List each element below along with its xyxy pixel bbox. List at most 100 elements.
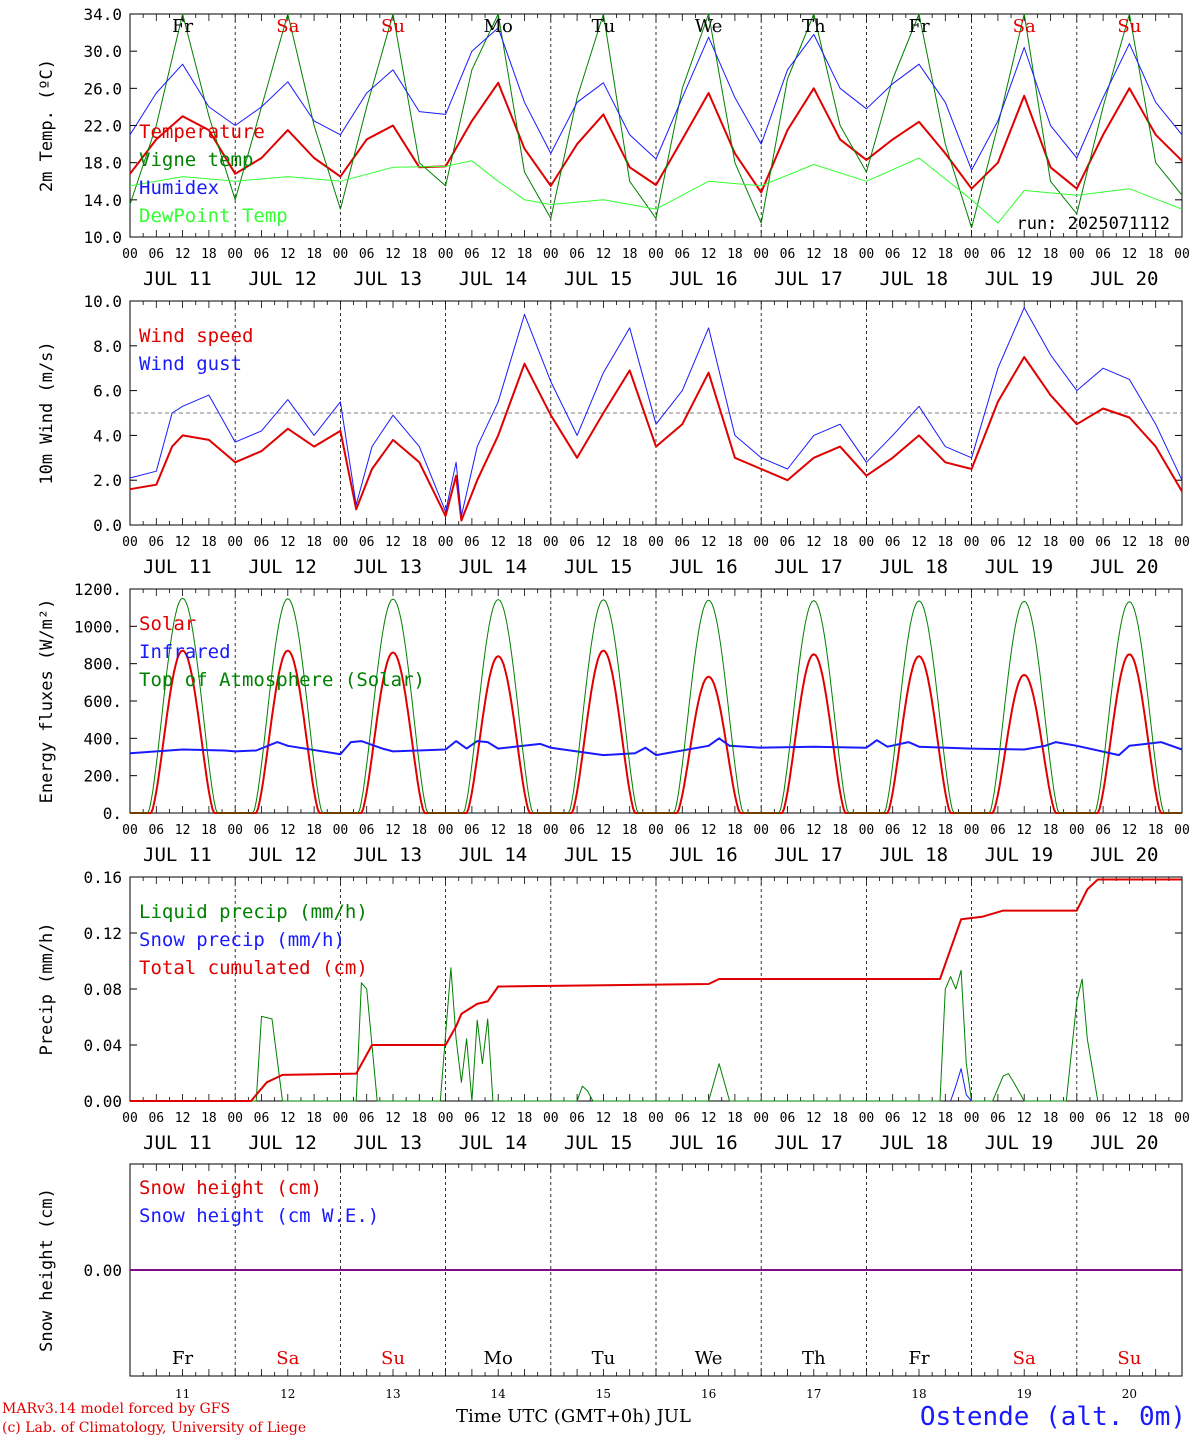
hour-tick-label: 06	[1095, 1111, 1111, 1126]
hour-tick-label: 00	[333, 247, 349, 262]
weekday-label: Su	[381, 1348, 405, 1369]
weekday-label: Sa	[276, 1348, 299, 1369]
day-number-label: 17	[806, 1387, 821, 1401]
hour-tick-label: 18	[727, 247, 743, 262]
hour-tick-label: 06	[990, 247, 1006, 262]
y-axis-label: Precip (mm/h)	[37, 922, 57, 1055]
hour-tick-label: 12	[806, 535, 822, 550]
hour-tick-label: 18	[201, 823, 217, 838]
hour-tick-label: 12	[385, 1111, 401, 1126]
y-tick-label: 2.0	[93, 471, 122, 490]
hour-tick-label: 06	[990, 1111, 1006, 1126]
hour-tick-label: 18	[937, 535, 953, 550]
series-line	[129, 307, 1183, 517]
hour-tick-label: 06	[359, 247, 375, 262]
y-tick-label: 18.0	[83, 154, 122, 173]
hour-tick-label: 06	[780, 535, 796, 550]
hour-tick-label: 00	[543, 823, 559, 838]
hour-tick-label: 12	[701, 247, 717, 262]
hour-tick-label: 06	[464, 535, 480, 550]
hour-tick-label: 18	[937, 823, 953, 838]
hour-tick-label: 00	[227, 535, 243, 550]
hour-tick-label: 18	[622, 535, 638, 550]
y-tick-label: 0.	[103, 804, 122, 823]
hour-tick-label: 06	[569, 535, 585, 550]
y-tick-label: 0.12	[83, 924, 122, 943]
weekday-label: Sa	[1013, 1348, 1036, 1369]
series-line	[129, 13, 1183, 229]
hour-tick-label: 06	[569, 247, 585, 262]
y-tick-label: 0.00	[83, 1261, 122, 1280]
hour-tick-label: 06	[1095, 247, 1111, 262]
series-line	[129, 157, 1183, 224]
hour-tick-label: 00	[859, 535, 875, 550]
date-label: JUL 17	[774, 844, 843, 866]
hour-tick-label: 18	[517, 247, 533, 262]
hour-tick-label: 06	[674, 247, 690, 262]
station-name: Ostende (alt. 0m)	[919, 1402, 1186, 1432]
hour-tick-label: 00	[964, 247, 980, 262]
hour-tick-label: 12	[385, 247, 401, 262]
series-line	[129, 356, 1183, 522]
hour-tick-label: 18	[727, 823, 743, 838]
hour-tick-label: 18	[411, 1111, 427, 1126]
weekday-label: Su	[381, 16, 405, 37]
hour-tick-label: 12	[911, 247, 927, 262]
hour-tick-label: 00	[859, 247, 875, 262]
hour-tick-label: 12	[385, 823, 401, 838]
hour-tick-label: 12	[1122, 823, 1138, 838]
hour-tick-label: 12	[1016, 535, 1032, 550]
hour-tick-label: 18	[1148, 1111, 1164, 1126]
hour-tick-label: 12	[1016, 823, 1032, 838]
weekday-label: We	[695, 1348, 723, 1369]
date-label: JUL 14	[459, 268, 528, 290]
weekday-label: Mo	[484, 1348, 513, 1369]
hour-tick-label: 00	[1069, 247, 1085, 262]
hour-tick-label: 00	[438, 535, 454, 550]
hour-tick-label: 06	[254, 823, 270, 838]
hour-tick-label: 18	[1148, 535, 1164, 550]
date-label: JUL 12	[248, 1132, 317, 1154]
hour-tick-label: 18	[306, 823, 322, 838]
hour-tick-label: 18	[1043, 823, 1059, 838]
series-line	[129, 81, 1183, 194]
y-tick-label: 0.16	[83, 868, 122, 887]
weekday-label: Mo	[484, 16, 513, 37]
legend-entry: Solar	[139, 613, 196, 635]
hour-tick-label: 12	[1122, 247, 1138, 262]
hour-tick-label: 12	[490, 1111, 506, 1126]
y-tick-label: 200.	[83, 767, 122, 786]
series-line	[950, 1068, 972, 1102]
hour-tick-label: 12	[806, 823, 822, 838]
y-tick-label: 34.0	[83, 5, 122, 24]
hour-tick-label: 06	[1095, 823, 1111, 838]
hour-tick-label: 06	[990, 535, 1006, 550]
y-tick-label: 1200.	[74, 580, 122, 599]
legend-entry: Snow height (cm)	[139, 1177, 322, 1199]
y-tick-label: 26.0	[83, 79, 122, 98]
y-tick-label: 22.0	[83, 117, 122, 136]
hour-tick-label: 06	[885, 247, 901, 262]
date-label: JUL 15	[564, 268, 633, 290]
hour-tick-label: 12	[1122, 535, 1138, 550]
hour-tick-label: 18	[201, 247, 217, 262]
hour-tick-label: 00	[964, 1111, 980, 1126]
model-note: MARv3.14 model forced by GFS	[2, 1401, 231, 1417]
hour-tick-label: 12	[280, 535, 296, 550]
date-label: JUL 19	[985, 1132, 1054, 1154]
hour-tick-label: 00	[1174, 535, 1190, 550]
day-number-label: 18	[911, 1387, 926, 1401]
hour-tick-label: 18	[517, 535, 533, 550]
panel-3: 0. 200. 400. 600. 800. 1000. 1200. Energy fluxe…	[37, 580, 1190, 866]
series-line	[129, 27, 1183, 171]
hour-tick-label: 00	[333, 1111, 349, 1126]
hour-tick-label: 12	[280, 823, 296, 838]
date-label: JUL 17	[774, 268, 843, 290]
hour-tick-label: 18	[411, 823, 427, 838]
y-axis-label: Energy fluxes (W/m²)	[37, 599, 57, 804]
day-number-label: 12	[280, 1387, 295, 1401]
day-number-label: 11	[175, 1387, 190, 1401]
hour-tick-label: 18	[622, 1111, 638, 1126]
hour-tick-label: 12	[175, 535, 191, 550]
